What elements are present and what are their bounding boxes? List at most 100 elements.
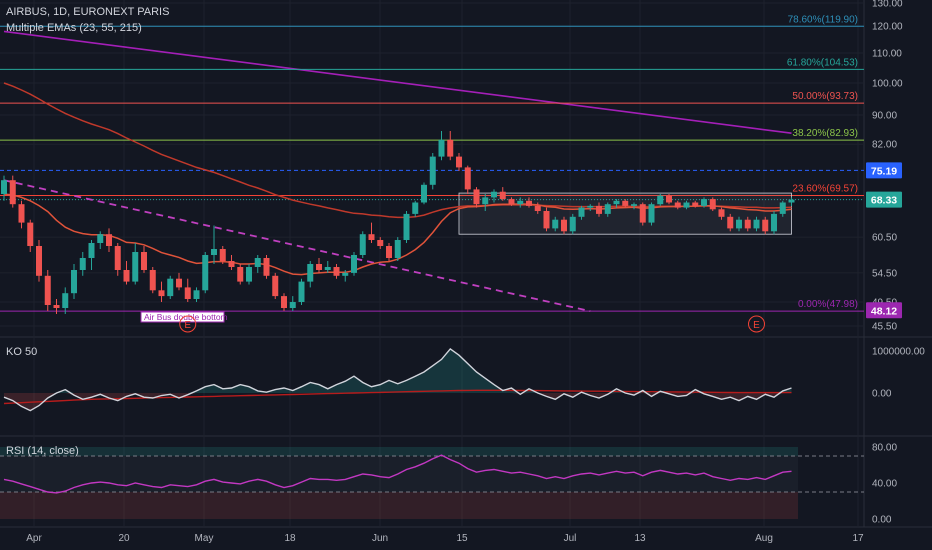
candle — [709, 197, 716, 211]
candle-body — [438, 139, 445, 157]
candle — [1, 175, 7, 201]
candle-body — [473, 189, 480, 205]
candle-body — [141, 252, 147, 270]
candle — [97, 231, 104, 249]
candle-body — [211, 249, 217, 255]
candle-body — [307, 264, 314, 282]
time-tick-label: 17 — [852, 533, 864, 544]
rsi-panel-title[interactable]: RSI (14, close) — [6, 445, 79, 457]
candle — [359, 231, 366, 258]
ko-panel[interactable] — [3, 347, 792, 412]
candle-body — [561, 219, 567, 232]
candle — [71, 264, 77, 299]
candle — [438, 131, 445, 161]
candle — [657, 194, 664, 206]
candle-body — [412, 202, 419, 214]
candle-body — [543, 211, 550, 229]
fib-level-label: 78.60%(119.90) — [788, 14, 858, 25]
rsi-oversold-zone — [0, 492, 798, 519]
ko-line — [3, 347, 792, 412]
candle-body — [44, 275, 51, 305]
candle-body — [464, 167, 471, 190]
time-tick-label: 15 — [456, 533, 468, 544]
ko-negative-area — [4, 393, 792, 411]
candle-body — [631, 204, 637, 206]
candle — [114, 243, 121, 276]
candle — [543, 207, 550, 232]
earnings-marker-label: E — [753, 320, 760, 331]
candle-body — [246, 267, 252, 282]
candle-body — [184, 287, 191, 299]
price-tick-label: 45.50 — [872, 322, 897, 333]
price-tick-label: 120.00 — [872, 22, 903, 33]
candle-body — [237, 267, 244, 282]
candle — [464, 165, 471, 194]
candle — [123, 261, 130, 285]
candle-body — [71, 270, 77, 294]
candle — [158, 281, 165, 302]
candle — [666, 194, 672, 205]
candle — [53, 299, 60, 314]
candle — [569, 213, 576, 235]
rsi-panel[interactable] — [0, 447, 864, 519]
candle — [228, 255, 235, 270]
candle — [176, 272, 182, 291]
candle — [184, 278, 191, 302]
candle-body — [596, 205, 602, 214]
candle-body — [587, 205, 594, 208]
candle-body — [657, 195, 664, 205]
candle-body — [27, 222, 34, 246]
candle-body — [421, 184, 427, 203]
fib-level-label: 50.00%(93.73) — [792, 91, 858, 102]
candle — [62, 287, 69, 314]
candle-body — [508, 199, 515, 205]
candle-body — [456, 156, 462, 168]
candle — [289, 296, 296, 311]
ko-panel-title[interactable]: KO 50 — [6, 346, 38, 358]
candle-body — [666, 195, 672, 203]
candle — [141, 246, 147, 273]
candle — [648, 202, 655, 226]
candle-body — [386, 246, 392, 258]
candle — [298, 278, 305, 305]
earnings-marker-icon — [748, 315, 765, 333]
candle — [718, 207, 725, 220]
candle-body — [744, 219, 751, 229]
rsi-tick-label: 80.00 — [872, 443, 897, 454]
candle — [753, 216, 760, 232]
price-panel[interactable]: 78.60%(119.90) 61.80%(104.53) 50.00%(93.73… — [0, 14, 864, 333]
candle — [578, 205, 585, 220]
candle — [132, 243, 139, 285]
candle — [9, 175, 16, 208]
price-badge-label: 48.12 — [871, 305, 897, 317]
candle — [456, 153, 462, 171]
price-tick-label: 60.50 — [872, 233, 897, 244]
candle-body — [779, 202, 786, 214]
candle — [674, 200, 681, 210]
symbol-title[interactable]: AIRBUS, 1D, EURONEXT PARIS — [6, 6, 170, 18]
candle-body — [771, 213, 777, 232]
candle — [351, 252, 357, 276]
time-tick-label: Apr — [26, 533, 42, 544]
candle — [447, 131, 454, 161]
price-badge — [866, 191, 902, 208]
candle-body — [639, 204, 646, 223]
candle-body — [97, 234, 104, 243]
candle-body — [491, 191, 497, 198]
candle-body — [158, 290, 165, 297]
candle-body — [753, 219, 760, 229]
candle-body — [272, 275, 279, 297]
candle-body — [254, 258, 261, 267]
time-tick-label: 18 — [284, 533, 296, 544]
candle-body — [202, 255, 209, 291]
candle-body — [79, 258, 86, 270]
candle — [429, 153, 436, 190]
candle-body — [219, 249, 226, 261]
candle-body — [482, 197, 489, 205]
price-tick-label: 110.00 — [872, 49, 902, 60]
candle-body — [692, 202, 699, 206]
ema-indicator-label[interactable]: Multiple EMAs (23, 55, 215) — [6, 22, 142, 34]
candle — [692, 200, 699, 208]
candle — [219, 246, 226, 264]
